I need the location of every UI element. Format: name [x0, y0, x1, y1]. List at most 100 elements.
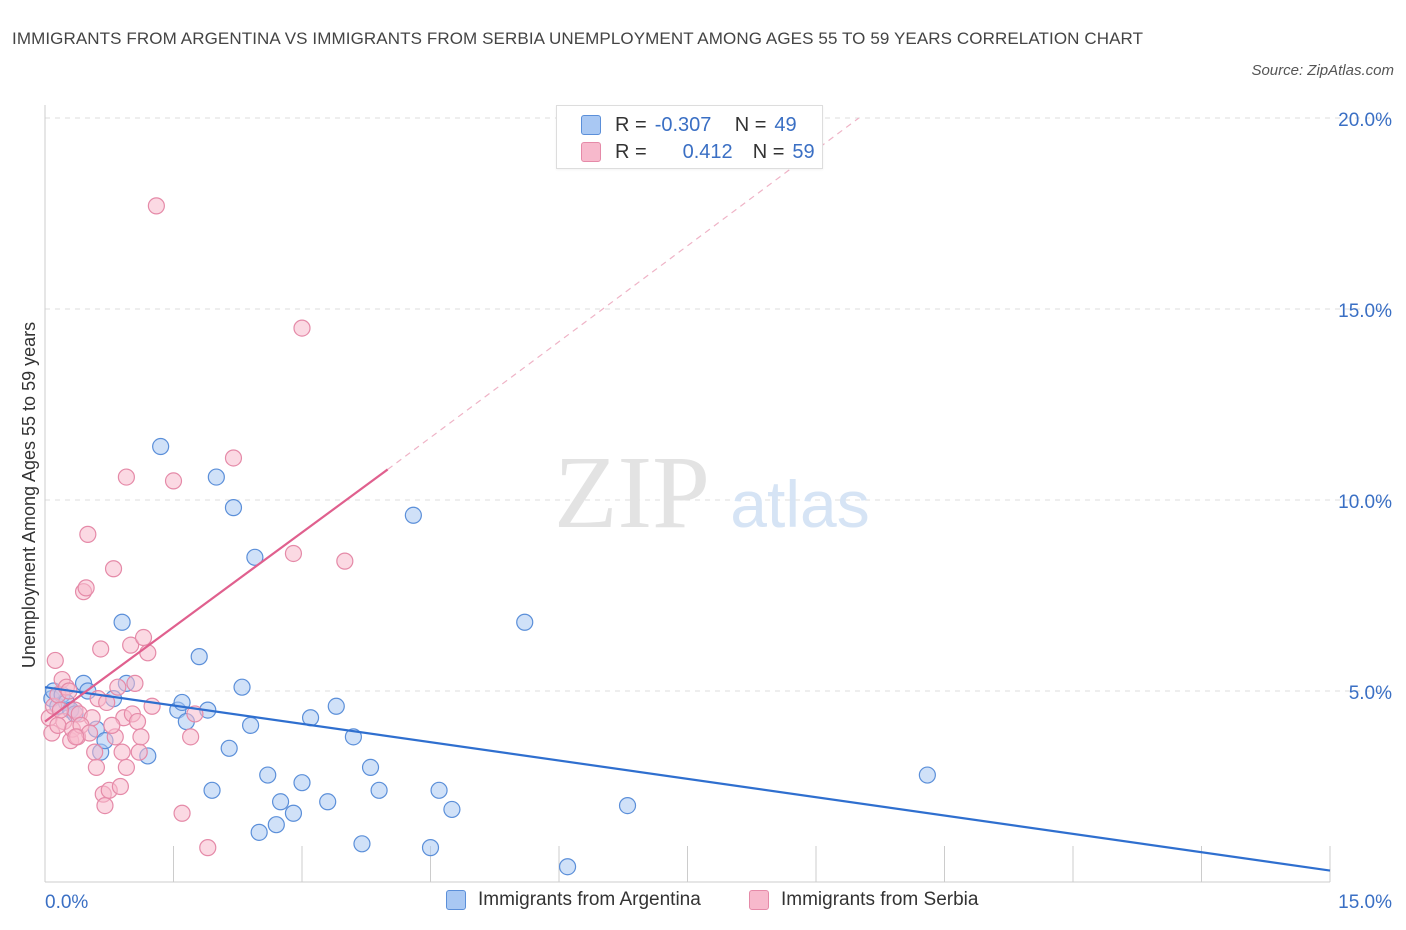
serbia-point: [46, 651, 64, 670]
legend-swatch-argentina: [446, 890, 466, 910]
serbia-point: [182, 728, 200, 746]
argentina-point: [430, 781, 448, 799]
serbia-point: [134, 628, 153, 647]
serbia-point: [117, 468, 135, 486]
argentina-point: [113, 613, 131, 631]
argentina-point: [224, 499, 243, 517]
watermark-atlas: atlas: [730, 467, 869, 541]
legend-item-serbia[interactable]: Immigrants from Serbia: [749, 889, 978, 911]
argentina-point: [284, 804, 303, 822]
argentina-point: [327, 697, 345, 715]
data-points: [40, 197, 936, 876]
grid-lines: [45, 117, 1390, 692]
serbia-point: [103, 716, 121, 734]
watermark: ZIP atlas: [554, 435, 870, 550]
trend-lines: [44, 117, 1331, 872]
serbia-point: [49, 716, 67, 734]
n-label: N =: [752, 140, 785, 163]
watermark-zip: ZIP: [554, 435, 710, 550]
x-tick-label: 15.0%: [1338, 892, 1392, 913]
argentina-point: [220, 739, 238, 757]
argentina-n-value: 49: [774, 113, 797, 136]
chart-title: IMMIGRANTS FROM ARGENTINA VS IMMIGRANTS …: [12, 29, 1144, 48]
serbia-point: [96, 796, 114, 815]
argentina-point: [558, 858, 577, 876]
serbia-n-value: 59: [792, 140, 815, 163]
y-tick-label: 10.0%: [1338, 492, 1392, 513]
argentina-point: [233, 678, 251, 696]
argentina-point: [250, 823, 268, 841]
serbia-point: [111, 777, 129, 796]
serbia-point: [128, 712, 147, 731]
serbia-point: [122, 636, 140, 654]
serbia-point: [336, 552, 354, 570]
correlation-stats-box: R = -0.307 N = 49 R = 0.412 N = 59: [556, 105, 823, 169]
argentina-point: [293, 774, 311, 792]
serbia-point: [98, 693, 116, 712]
argentina-point: [319, 793, 337, 811]
serbia-trend-extension: [387, 117, 860, 470]
argentina-point: [421, 839, 440, 857]
axes: 5.0% 10.0% 15.0% 20.0% 0.0% 15.0%: [44, 105, 1392, 913]
serbia-point: [77, 579, 95, 597]
legend-item-argentina[interactable]: Immigrants from Argentina: [446, 889, 701, 911]
serbia-point: [104, 560, 123, 578]
y-tick-label: 15.0%: [1338, 301, 1392, 322]
argentina-point: [370, 781, 388, 799]
serbia-point: [92, 640, 110, 658]
argentina-point: [516, 613, 534, 631]
y-axis-label: Unemployment Among Ages 55 to 59 years: [19, 322, 39, 668]
serbia-point: [164, 472, 183, 490]
argentina-swatch: [581, 115, 601, 135]
serbia-point: [173, 804, 191, 822]
serbia-point: [109, 678, 127, 696]
r-label: R =: [615, 140, 647, 163]
serbia-r-value: 0.412: [682, 140, 733, 163]
serbia-trend-line: [44, 468, 389, 723]
serbia-point: [224, 449, 243, 467]
serbia-point: [293, 319, 311, 337]
stats-row-serbia: R = 0.412 N = 59: [581, 139, 815, 165]
serbia-swatch: [581, 142, 601, 162]
serbia-point: [147, 197, 165, 215]
argentina-point: [203, 781, 221, 799]
legend-label-serbia: Immigrants from Serbia: [781, 889, 979, 910]
argentina-point: [267, 816, 285, 834]
argentina-r-value: -0.307: [654, 113, 712, 136]
serbia-point: [130, 743, 148, 761]
serbia-point: [126, 674, 144, 692]
r-label: R =: [615, 113, 647, 136]
argentina-point: [246, 548, 264, 566]
argentina-point: [259, 766, 277, 784]
legend-swatch-serbia: [749, 890, 769, 910]
argentina-point: [207, 468, 225, 486]
legend-label-argentina: Immigrants from Argentina: [478, 889, 701, 910]
stats-row-argentina: R = -0.307 N = 49: [581, 112, 797, 138]
argentina-point: [190, 648, 208, 666]
serbia-point: [79, 525, 97, 543]
y-tick-label: 5.0%: [1349, 683, 1392, 704]
serbia-point: [117, 758, 135, 777]
serbia-point: [113, 743, 131, 761]
argentina-point: [353, 835, 371, 853]
argentina-point: [618, 796, 637, 815]
argentina-point: [242, 716, 260, 734]
n-label: N =: [734, 113, 767, 136]
serbia-point: [67, 728, 85, 746]
source-label: Source: ZipAtlas.com: [1251, 62, 1394, 79]
argentina-point: [404, 506, 422, 524]
argentina-point: [152, 437, 170, 456]
x-tick-label: 0.0%: [45, 892, 88, 913]
argentina-point: [918, 766, 936, 784]
argentina-point: [443, 800, 461, 819]
serbia-point: [199, 839, 217, 857]
argentina-trend-line: [44, 686, 1331, 872]
argentina-point: [271, 793, 290, 811]
serbia-point: [284, 544, 303, 563]
y-tick-label: 20.0%: [1338, 110, 1392, 131]
serbia-point: [132, 728, 150, 746]
serbia-point: [86, 743, 104, 761]
serbia-point: [87, 758, 106, 777]
argentina-point: [361, 758, 380, 777]
